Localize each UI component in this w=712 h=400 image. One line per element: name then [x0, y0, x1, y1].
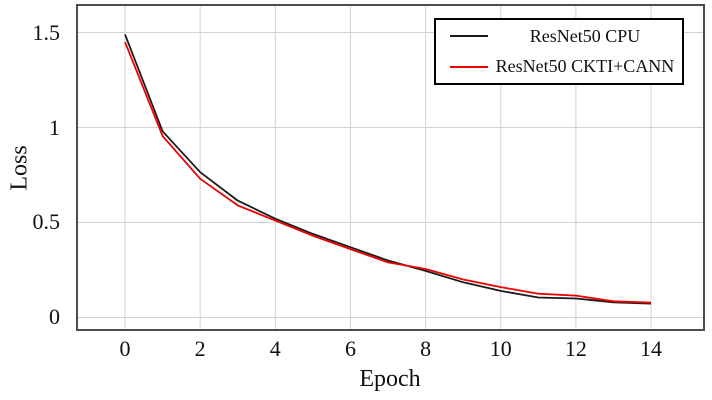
legend-label-ckti-cann: ResNet50 CKTI+CANN	[495, 56, 675, 77]
x-tick-label: 8	[420, 336, 432, 361]
legend-label-cpu: ResNet50 CPU	[529, 25, 641, 46]
legend-item-resnet50-ckti-cann: ResNet50 CKTI+CANN	[436, 53, 682, 81]
legend-line-sample-ckti-cann	[450, 65, 488, 68]
x-tick-label: 6	[344, 336, 356, 361]
x-tick-label: 10	[489, 336, 512, 361]
x-tick-label: 4	[269, 336, 281, 361]
y-axis-title: Loss	[6, 145, 33, 191]
x-tick-label: 14	[640, 336, 663, 361]
legend-line-sample-cpu	[450, 35, 488, 38]
series-layer	[124, 34, 652, 305]
legend: ResNet50 CPU ResNet50 CKTI+CANN	[434, 18, 684, 85]
plot-frame	[76, 4, 705, 331]
x-tick-label: 2	[194, 336, 206, 361]
y-tick-label: 0.5	[32, 209, 61, 235]
x-tick-label: 12	[564, 336, 587, 361]
y-tick-label: 1.5	[32, 19, 61, 45]
y-tick-label: 1	[49, 114, 60, 140]
y-tick-label: 0	[49, 304, 60, 330]
series-line-resnet50-cpu	[124, 34, 652, 305]
x-tick-label: 0	[119, 336, 131, 361]
x-axis-title: Epoch	[359, 366, 421, 392]
legend-item-resnet50-cpu: ResNet50 CPU	[436, 22, 682, 50]
series-line-resnet50-ckti-cann	[124, 41, 652, 304]
